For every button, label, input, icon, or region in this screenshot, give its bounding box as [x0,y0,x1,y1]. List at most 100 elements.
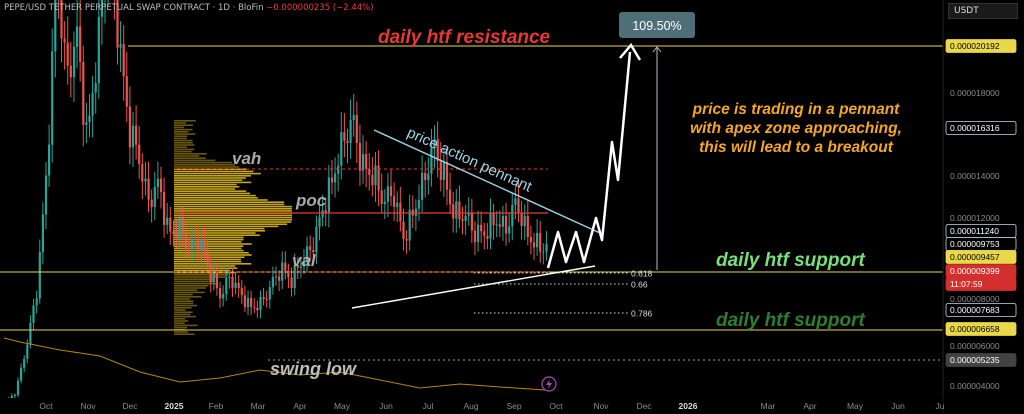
volume-profile-bar [174,177,246,179]
candle-body [414,208,417,216]
support-label-upper: daily htf support [716,250,866,271]
volume-profile-bar [174,164,235,166]
candle-body [349,119,352,143]
thesis-line: price is trading in a pennant [692,101,901,118]
price-axis-bg [943,0,1024,414]
symbol-title: PEPE/USD TETHER PERPETUAL SWAP CONTRACT … [4,3,264,13]
candle-body [122,44,125,77]
candle-body [32,305,35,323]
candle-body [116,0,119,48]
candle-body [63,38,66,43]
volume-profile-bar [174,126,184,129]
candle-body [72,46,76,78]
candle-body [542,251,545,253]
candle-body [523,215,526,227]
time-tick: Apr [803,401,816,411]
candle-body [442,161,445,180]
candle-body [259,297,262,311]
price-tag [945,250,1017,264]
price-tag-label: 0.000005235 [950,355,1000,365]
candle-body [346,140,349,143]
volume-profile-bar [174,186,240,188]
candle-body [352,115,355,120]
candle-body [159,178,163,192]
volume-profile-bar [174,333,195,335]
candle-body [228,276,231,279]
volume-profile-bar [174,232,256,234]
candle-body [44,175,48,215]
candle-body [343,132,346,141]
volume-profile-bar [174,278,215,280]
volume-profile-bar [174,252,249,254]
price-tag-label: 0.000009399 [950,266,1000,276]
time-tick: Sep [506,401,521,411]
candle-body [234,282,237,288]
volume-profile-bar [174,322,185,324]
volume-profile-bar [174,183,237,186]
candle-body [29,322,32,345]
volume-profile-bar [174,210,292,212]
price-tag [945,303,1017,317]
candle-body [386,186,389,202]
time-tick: May [334,401,351,411]
candle-body [461,219,464,221]
price-tag [945,322,1017,336]
volume-profile-bar [174,245,244,247]
volume-profile-bar [174,282,218,285]
candle-body [48,144,51,176]
volume-profile-bar [174,287,206,289]
candle-body [455,201,458,219]
pennant-label: price action pennant [404,124,535,196]
candle-body [141,163,144,182]
candle-body [293,265,296,289]
volume-profile-bar [174,203,285,206]
candle-body [97,16,100,84]
poc-label: poc [295,191,327,210]
candle-body [433,139,436,149]
vah-label: vah [232,149,261,168]
candle-body [262,297,265,299]
target-badge-label: 109.50% [632,19,681,33]
candle-body [477,224,480,243]
volume-profile-bar [174,324,198,327]
time-tick: Oct [549,401,563,411]
volume-profile-bar [174,300,194,302]
candle-body [237,282,240,289]
candle-body [330,177,334,183]
candle-body [383,201,386,205]
time-tick: Nov [80,401,96,411]
candle-body [296,265,299,268]
volume-profile-bar [174,263,252,265]
price-tick: 0.000008000 [950,294,1000,304]
candle-body [147,178,150,200]
candle-body [427,173,430,181]
projection-path [546,51,632,269]
volume-profile-bar [174,223,288,225]
candle-body [290,277,293,289]
candle-body [51,51,54,145]
candle-body [265,299,268,300]
volume-profile-bar [174,128,193,131]
volume-profile-bar [174,190,247,192]
volume-profile-bar [174,230,265,232]
bolt-icon [541,376,557,392]
volume-profile-bar [174,221,292,223]
volume-profile-bar [174,137,187,140]
candle-body [82,62,85,125]
time-tick: Dec [636,401,652,411]
currency-button[interactable]: USDT [948,3,1018,19]
volume-profile-bar [174,142,193,144]
candle-body [268,287,271,300]
candle-body [175,233,178,240]
candle-body [355,115,358,143]
volume-profile-bar [174,225,279,228]
time-tick: Feb [209,401,224,411]
candle-body [337,165,340,174]
volume-profile-bar [174,159,216,162]
candle-body [181,218,184,233]
candle-body [483,231,486,236]
candle-body [184,233,187,249]
candle-body [517,198,520,213]
candle-body [206,251,209,264]
